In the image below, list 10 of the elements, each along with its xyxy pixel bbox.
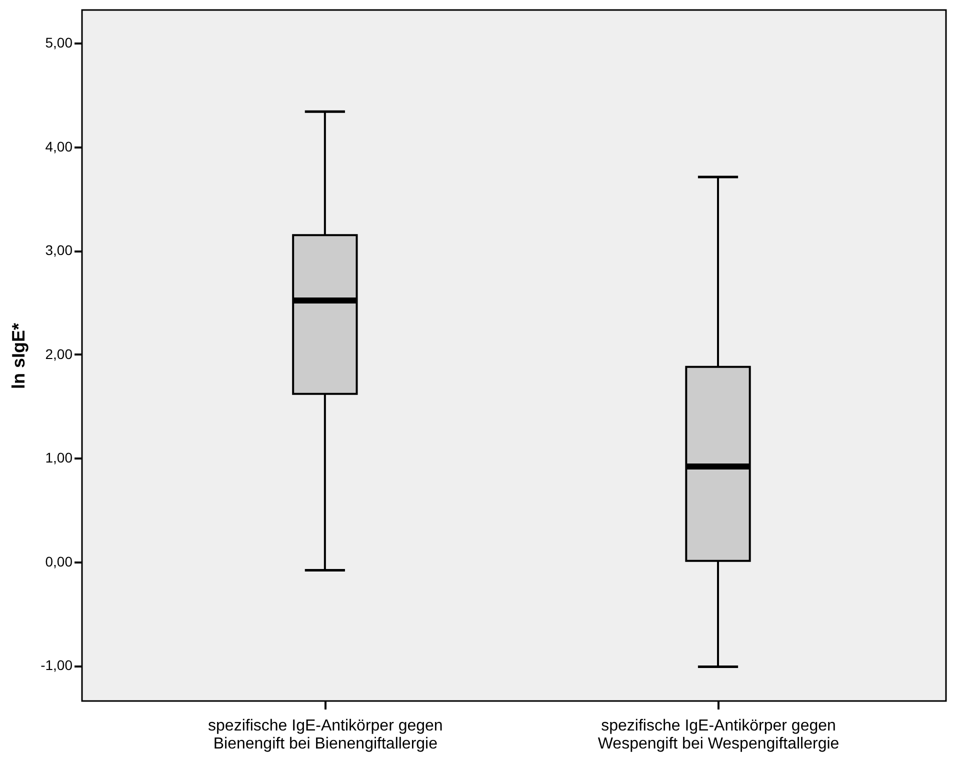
y-tick-label: 4,00	[45, 138, 73, 154]
x-tick-label: spezifische IgE-Antikörper gegen Wespengift bei Wespengiftallergie	[598, 718, 840, 752]
y-tick-label: 1,00	[45, 450, 73, 466]
y-tick-label: 5,00	[45, 34, 73, 51]
x-tick-label: spezifische IgE-Antikörper gegen Bienengift bei Bienengiftallergie	[208, 718, 443, 752]
y-tick-label: -1,00	[40, 657, 73, 674]
y-axis-title: ln sIgE*	[8, 322, 29, 390]
y-tick-label: 0,00	[45, 553, 73, 570]
y-tick-label: 2,00	[45, 346, 73, 362]
y-tick-label: 3,00	[45, 242, 73, 258]
